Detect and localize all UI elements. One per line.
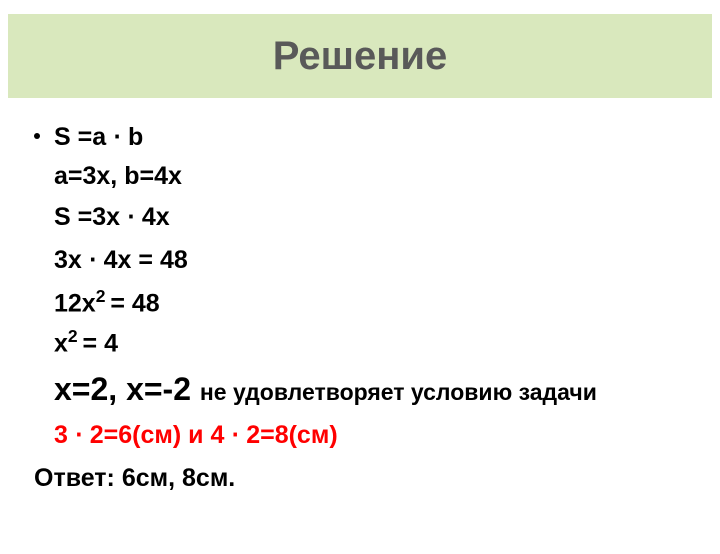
area-substituted: S =3x ⋅ 4x	[54, 198, 686, 237]
roots-reject-note: не удовлетворяет условию задачи	[200, 379, 597, 405]
eq-x2-post: =	[83, 329, 105, 357]
bullet-line-1: S =a ⋅ b	[34, 120, 686, 159]
eq-x2-pre: x	[54, 329, 68, 357]
equation-48: 3x ⋅ 4x = 48	[54, 241, 686, 280]
eq-x2-last: 4	[104, 329, 118, 357]
roots-values: x=2, x=-2	[54, 371, 200, 407]
substitution-ab: a=3x, b=4x	[54, 159, 686, 194]
equation-x2-4: x2 = 4	[54, 325, 686, 361]
roots-line: x=2, x=-2 не удовлетворяет условию задач…	[54, 365, 686, 415]
page-title: Решение	[273, 34, 448, 79]
dimensions-result: 3 ⋅ 2=6(см) и 4 ⋅ 2=8(см)	[54, 415, 686, 455]
solution-body: S =a ⋅ b a=3x, b=4x S =3x ⋅ 4x 3x ⋅ 4x =…	[0, 98, 720, 502]
eq-12x2-post: = 48	[110, 289, 159, 317]
answer: Ответ: 6см, 8см.	[34, 455, 686, 503]
formula-area: S =a ⋅ b	[54, 120, 143, 155]
title-band: Решение	[8, 14, 712, 98]
eq-12x2-sup: 2	[96, 286, 111, 306]
bullet-icon	[34, 133, 40, 139]
equation-12x2: 12x2 = 48	[54, 284, 686, 321]
eq-x2-sup: 2	[68, 326, 83, 346]
eq-12x2-pre: 12x	[54, 289, 96, 317]
